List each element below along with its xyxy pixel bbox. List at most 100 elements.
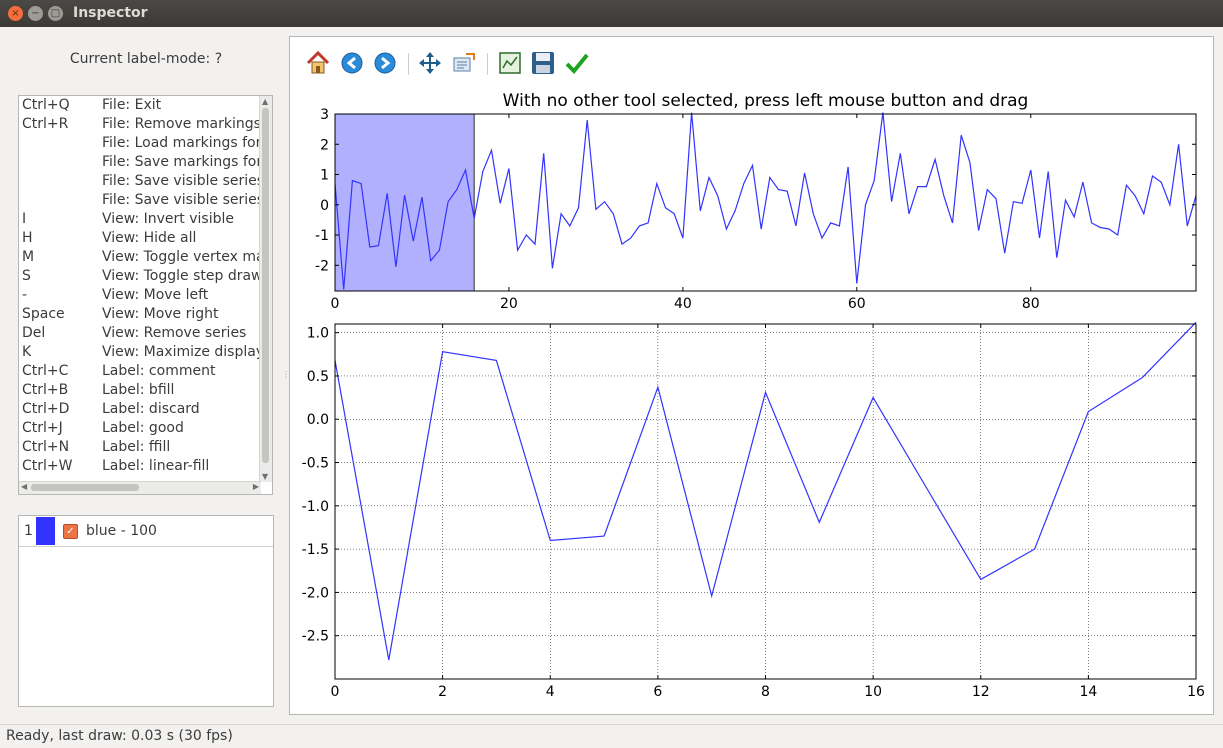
arrow-left-icon	[341, 52, 363, 74]
y-tick-label: 0	[320, 198, 329, 214]
back-button[interactable]	[339, 50, 365, 76]
scroll-left-icon[interactable]: ◀	[21, 482, 28, 491]
shortcut-description: Label: bfill	[102, 382, 175, 398]
shortcut-description: File: Save visible series a	[102, 192, 259, 208]
shortcut-row[interactable]: Ctrl+R File: Remove markings i	[19, 116, 259, 135]
window-title: Inspector	[73, 5, 148, 21]
maximize-window-button[interactable]: □	[48, 6, 63, 21]
splitter-handle[interactable]: ⋮	[282, 370, 290, 379]
shortcut-row[interactable]: M View: Toggle vertex ma	[19, 249, 259, 268]
x-tick-label: 2	[438, 684, 447, 700]
shortcut-key: Ctrl+B	[22, 382, 69, 398]
shortcut-description: View: Toggle step draw	[102, 268, 259, 284]
shortcut-row[interactable]: File: Save markings for v	[19, 154, 259, 173]
shortcut-description: View: Move left	[102, 287, 209, 303]
shortcut-key: M	[22, 249, 35, 265]
arrow-right-icon	[374, 52, 396, 74]
forward-button[interactable]	[372, 50, 398, 76]
x-tick-label: 60	[848, 296, 866, 312]
shortcut-row[interactable]: H View: Hide all	[19, 230, 259, 249]
shortcut-row[interactable]: Space View: Move right	[19, 306, 259, 325]
series-color-swatch	[36, 517, 55, 545]
y-tick-label: -2	[315, 258, 329, 274]
shortcut-row[interactable]: File: Save visible series a	[19, 192, 259, 211]
save-button[interactable]	[530, 50, 556, 76]
horizontal-scrollbar[interactable]: ◀ ▶	[19, 481, 261, 494]
apply-button[interactable]	[564, 50, 590, 76]
x-tick-label: 16	[1187, 684, 1205, 700]
shortcut-row[interactable]: Ctrl+W Label: linear-fill	[19, 458, 259, 477]
pan-button[interactable]	[417, 50, 443, 76]
shortcut-row[interactable]: K View: Maximize display	[19, 344, 259, 363]
x-tick-label: 0	[331, 684, 340, 700]
shortcut-row[interactable]: - View: Move left	[19, 287, 259, 306]
shortcut-row[interactable]: S View: Toggle step draw	[19, 268, 259, 287]
y-tick-label: -0.5	[302, 456, 329, 472]
y-tick-label: 1	[320, 168, 329, 184]
series-index: 1	[24, 523, 33, 539]
shortcut-row[interactable]: Ctrl+J Label: good	[19, 420, 259, 439]
y-tick-label: -1	[315, 228, 329, 244]
shortcut-description: View: Toggle vertex ma	[102, 249, 259, 265]
shortcut-description: Label: discard	[102, 401, 200, 417]
selection-span	[334, 113, 475, 292]
shortcut-key: H	[22, 230, 33, 246]
scroll-down-icon[interactable]: ▼	[262, 472, 269, 481]
shortcut-list[interactable]: Ctrl+Q File: Exit Ctrl+R File: Remove marki…	[18, 95, 273, 495]
series-line	[334, 112, 1197, 290]
series-row[interactable]: 1 ✓ blue - 100	[19, 516, 273, 547]
shortcut-row[interactable]: I View: Invert visible	[19, 211, 259, 230]
shortcut-row[interactable]: Ctrl+B Label: bfill	[19, 382, 259, 401]
scroll-thumb[interactable]	[262, 108, 269, 463]
shortcut-row[interactable]: Del View: Remove series	[19, 325, 259, 344]
shortcut-key: Space	[22, 306, 65, 322]
vertical-scrollbar[interactable]: ▲ ▼	[259, 96, 272, 482]
close-window-button[interactable]: ×	[8, 6, 23, 21]
shortcut-row[interactable]: Ctrl+C Label: comment	[19, 363, 259, 382]
series-list[interactable]: 1 ✓ blue - 100	[18, 515, 274, 707]
y-tick-label: -2.0	[302, 585, 329, 601]
y-tick-label: 3	[320, 107, 329, 123]
shortcut-row[interactable]: Ctrl+D Label: discard	[19, 401, 259, 420]
checkmark-icon	[565, 53, 589, 74]
shortcut-key: S	[22, 268, 31, 284]
home-icon	[306, 50, 330, 74]
series-visible-checkbox[interactable]: ✓	[63, 524, 78, 539]
shortcut-description: View: Hide all	[102, 230, 197, 246]
y-tick-label: -1.5	[302, 542, 329, 558]
label-mode-text: Current label-mode: ?	[69, 51, 223, 67]
x-tick-label: 0	[331, 296, 340, 312]
y-tick-label: 1.0	[307, 326, 329, 342]
scroll-thumb-horizontal[interactable]	[31, 484, 139, 491]
shortcut-row[interactable]: File: Save visible series a	[19, 173, 259, 192]
shortcut-description: View: Move right	[102, 306, 219, 322]
shortcut-key: K	[22, 344, 32, 360]
zoom-button[interactable]	[451, 50, 477, 76]
shortcut-description: File: Save visible series a	[102, 173, 259, 189]
shortcut-description: Label: linear-fill	[102, 458, 210, 474]
y-tick-label: -1.0	[302, 499, 329, 515]
x-tick-label: 6	[653, 684, 662, 700]
shortcut-key: Ctrl+J	[22, 420, 63, 436]
zoom-rect-icon	[453, 53, 475, 72]
shortcut-key: Ctrl+C	[22, 363, 69, 379]
home-button[interactable]	[305, 50, 331, 76]
scroll-up-icon[interactable]: ▲	[262, 97, 269, 106]
shortcut-description: File: Remove markings i	[102, 116, 259, 132]
shortcut-key: -	[22, 287, 28, 303]
shortcut-description: File: Load markings for	[102, 135, 259, 151]
x-tick-label: 20	[500, 296, 518, 312]
shortcut-row[interactable]: File: Load markings for	[19, 135, 259, 154]
shortcut-description: Label: good	[102, 420, 184, 436]
shortcut-row[interactable]: Ctrl+Q File: Exit	[19, 97, 259, 116]
shortcut-row[interactable]: Ctrl+N Label: ffill	[19, 439, 259, 458]
scroll-right-icon[interactable]: ▶	[252, 482, 259, 491]
shortcut-key: Del	[22, 325, 46, 341]
move-icon	[419, 52, 441, 74]
shortcut-description: Label: ffill	[102, 439, 171, 455]
x-tick-label: 10	[864, 684, 882, 700]
subplots-button[interactable]	[497, 50, 523, 76]
minimize-window-button[interactable]: −	[28, 6, 43, 21]
x-tick-label: 4	[546, 684, 555, 700]
